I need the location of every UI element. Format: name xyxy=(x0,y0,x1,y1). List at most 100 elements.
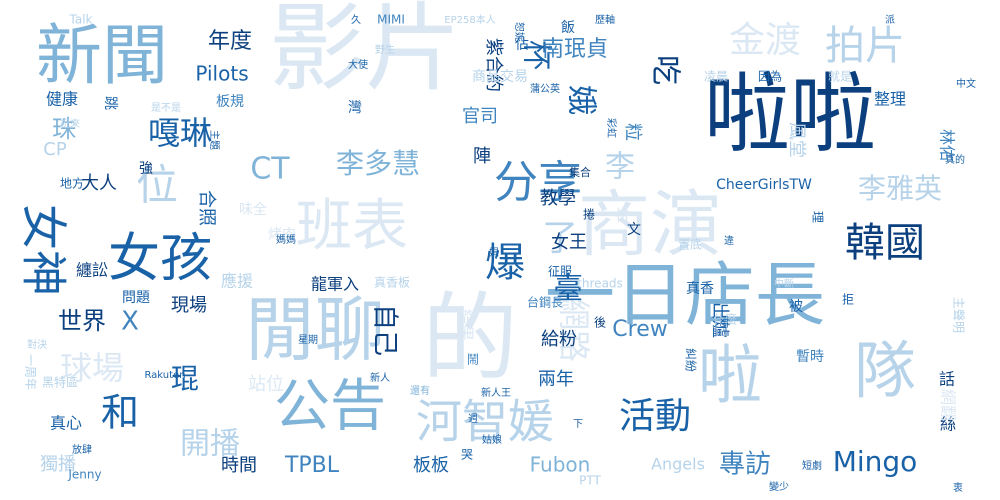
word-42: 琨 xyxy=(171,362,199,395)
word-102: 哭 xyxy=(461,448,473,462)
word-88: 捲 xyxy=(583,208,595,222)
word-132: 放肆 xyxy=(72,443,92,456)
word-90: 台鋼長 xyxy=(527,295,563,310)
word-106: MIMI xyxy=(377,13,405,27)
word-45: TPBL xyxy=(284,453,340,478)
word-6: 商演 xyxy=(578,183,722,267)
word-108: Talk xyxy=(69,13,93,27)
word-100: 新人王 xyxy=(481,386,511,399)
word-97: 糾紛 xyxy=(684,348,699,372)
word-46: Fubon xyxy=(530,453,591,477)
word-141: 恕妮 xyxy=(513,22,526,42)
word-77: 話 xyxy=(939,370,955,389)
word-36: Mingo xyxy=(833,445,918,478)
word-95: 拒 xyxy=(842,293,854,307)
word-31: 杯 xyxy=(519,40,554,70)
word-24: 李雅英 xyxy=(858,172,942,205)
word-7: 啦 xyxy=(698,340,762,414)
word-80: 問題 xyxy=(122,290,150,306)
word-120: 灣 xyxy=(348,100,362,116)
word-128: 短劇 xyxy=(802,459,822,472)
word-93: 後 xyxy=(594,316,606,330)
word-61: 官司 xyxy=(462,106,498,127)
word-2: 的 xyxy=(422,282,518,394)
word-39: 世界 xyxy=(58,307,106,335)
word-40: X xyxy=(121,307,139,337)
word-130: 衷 xyxy=(953,481,963,494)
word-148: 久 xyxy=(351,14,361,26)
word-136: 主聲明 xyxy=(952,297,967,333)
word-41: 珠 xyxy=(52,115,76,143)
word-98: 什麼 xyxy=(713,312,737,327)
word-64: 紫合約 xyxy=(483,38,504,92)
word-50: Angels xyxy=(651,455,705,474)
word-140: 歷軸 xyxy=(595,13,615,26)
word-67: 風堂 xyxy=(786,122,807,158)
word-133: 媽媽 xyxy=(276,233,296,246)
word-78: 絲 xyxy=(940,415,956,434)
word-69: 合照 xyxy=(196,190,217,226)
word-111: 跳 xyxy=(102,96,118,110)
word-83: 因為 xyxy=(758,70,782,84)
word-112: 黑特區 xyxy=(42,375,78,390)
word-107: EP258本人 xyxy=(444,13,495,26)
word-21: 金渡 xyxy=(729,20,801,61)
word-134: 主題 xyxy=(208,130,220,150)
word-143: 週 xyxy=(468,413,478,425)
word-5: 一日店長 xyxy=(545,254,825,336)
word-53: 兩年 xyxy=(538,369,574,390)
word-104: Jenny xyxy=(67,468,101,482)
word-59: 應援 xyxy=(221,272,253,291)
word-25: CT xyxy=(250,152,290,187)
word-68: 整理 xyxy=(874,90,906,109)
word-20: 拍片 xyxy=(825,23,905,69)
word-138: 妨 xyxy=(718,318,731,328)
word-101: 還有 xyxy=(410,384,430,397)
word-33: 了 xyxy=(542,218,578,259)
word-114: 味全 xyxy=(239,201,267,218)
word-123: 蒲公英 xyxy=(530,82,560,95)
word-121: 姑娘 xyxy=(482,433,502,446)
word-82: 商品交易 xyxy=(472,68,528,85)
word-11: 女孩 xyxy=(108,229,212,289)
word-87: 置底 xyxy=(678,237,702,252)
word-119: 大使 xyxy=(348,58,368,71)
word-149: 是不是 xyxy=(151,102,181,114)
word-85: 凌晨 xyxy=(704,70,728,84)
word-146: 祝來 xyxy=(60,117,80,130)
word-44: Crew xyxy=(612,317,667,342)
word-26: 球場 xyxy=(60,349,124,387)
word-3: 新聞 xyxy=(36,17,168,94)
word-47: Pilots xyxy=(195,62,248,86)
word-92: 征服 xyxy=(548,265,572,279)
word-52: 女王 xyxy=(551,232,587,253)
word-48: CheerGirlsTW xyxy=(716,177,812,193)
word-27: 網路 xyxy=(555,298,593,362)
word-30: 吃 xyxy=(648,55,683,85)
word-94: 被 xyxy=(789,299,803,315)
word-60: 纏訟 xyxy=(76,261,108,280)
word-10: 公告 xyxy=(274,374,386,439)
word-126: 真的 xyxy=(945,153,965,166)
word-9: 班表 xyxy=(296,194,408,259)
word-1: 影片 xyxy=(269,0,461,104)
word-139: 理 xyxy=(811,211,825,223)
word-32: 臺 xyxy=(553,272,583,307)
word-142: 娟 xyxy=(489,246,499,259)
word-135: 星期 xyxy=(298,334,318,346)
word-51: 教學 xyxy=(540,188,576,209)
word-17: 和 xyxy=(101,391,139,435)
word-65: 出爐 xyxy=(709,302,730,338)
word-62: 陣 xyxy=(473,146,491,167)
word-56: 板板 xyxy=(413,455,449,476)
word-75: CP xyxy=(43,139,67,160)
word-72: 真心 xyxy=(50,414,82,433)
word-18: 爆 xyxy=(485,240,525,286)
word-117: 佔 xyxy=(515,37,529,53)
word-129: 變少 xyxy=(769,480,789,493)
word-71: 年 xyxy=(612,207,631,223)
word-63: 粒 xyxy=(622,123,643,141)
word-131: 對決 xyxy=(27,338,47,351)
